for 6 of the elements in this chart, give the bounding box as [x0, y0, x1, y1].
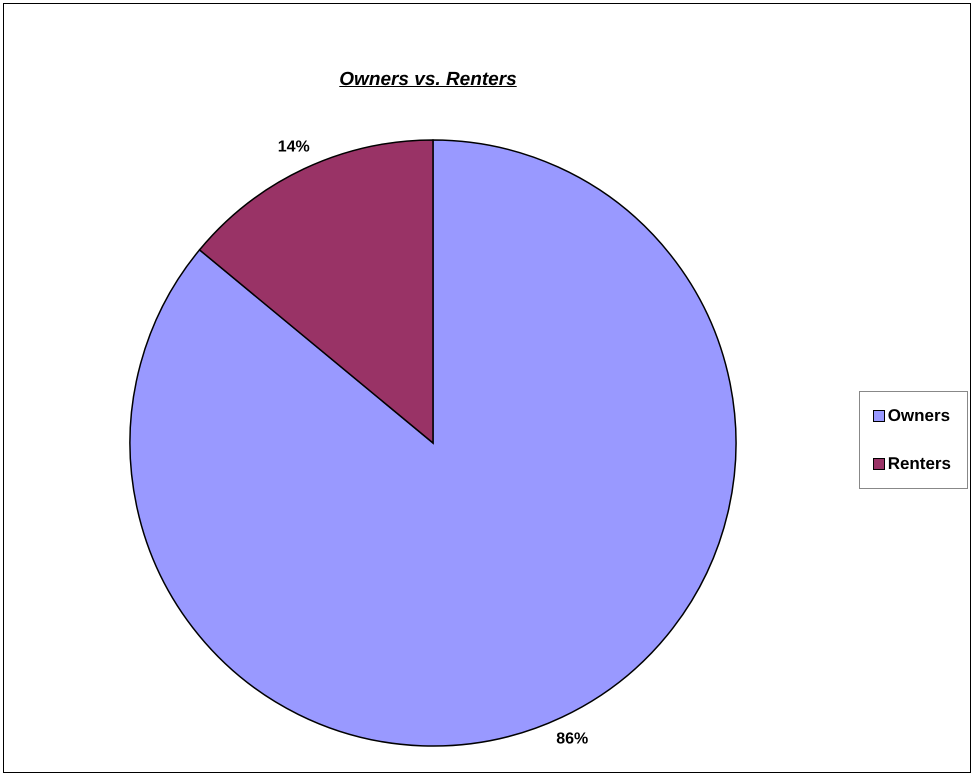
legend-label: Renters	[888, 454, 951, 474]
chart-title: Owners vs. Renters	[338, 69, 518, 91]
pie-slice	[130, 139, 737, 746]
data-label: 86%	[556, 730, 588, 748]
legend-label: Owners	[888, 406, 950, 426]
data-label: 14%	[278, 138, 310, 156]
